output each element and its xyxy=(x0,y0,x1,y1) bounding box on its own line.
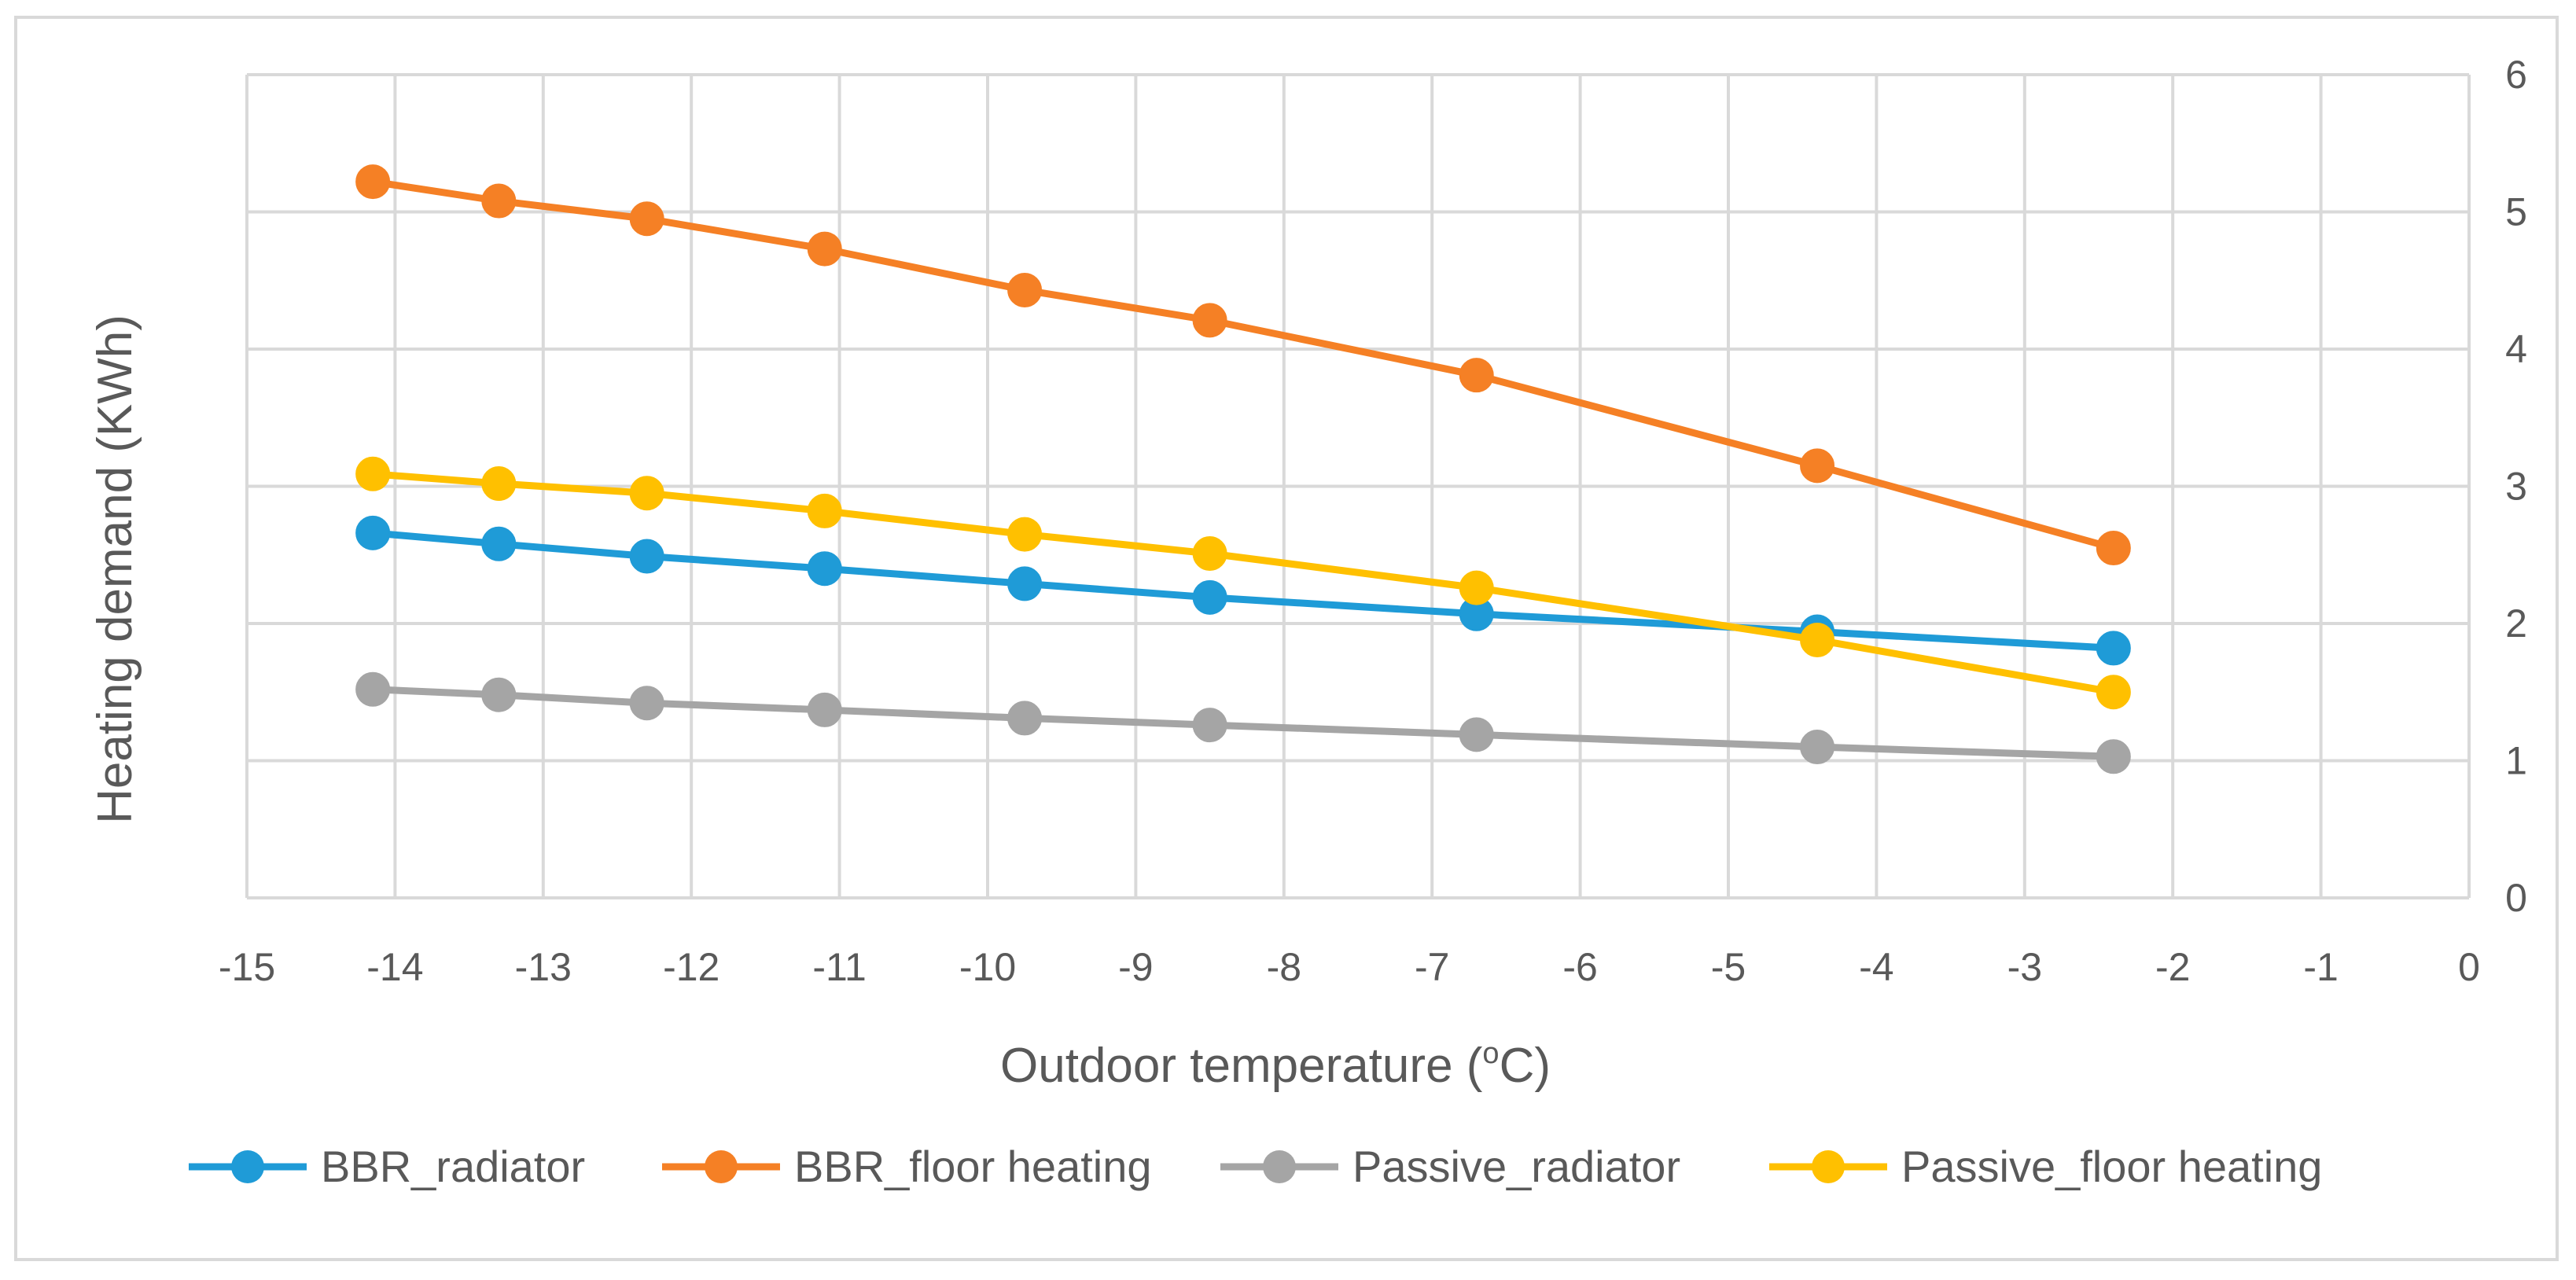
x-tick-label: -10 xyxy=(959,945,1016,989)
data-point xyxy=(1192,536,1227,572)
data-point xyxy=(629,686,664,721)
x-tick-label: -5 xyxy=(1711,945,1746,989)
data-point xyxy=(629,201,664,237)
y-tick-label: 5 xyxy=(2505,190,2527,234)
legend-entry: Passive_radiator xyxy=(1220,1142,1680,1191)
x-axis-title: Outdoor temperature (oC) xyxy=(1000,1037,1551,1093)
y-axis-title: Heating demand (KWh) xyxy=(88,314,142,824)
data-point xyxy=(481,183,517,219)
series-bbr-radiator xyxy=(355,515,2131,666)
data-point xyxy=(1192,303,1227,338)
data-point xyxy=(2096,531,2131,566)
series-passive-floor-heating xyxy=(355,456,2131,710)
data-point xyxy=(1800,622,1835,657)
series-passive-radiator xyxy=(355,671,2131,774)
data-point xyxy=(1007,701,1043,736)
y-tick-label: 4 xyxy=(2505,327,2527,371)
y-tick-label: 2 xyxy=(2505,601,2527,646)
data-point xyxy=(355,515,391,550)
legend-label: BBR_floor heating xyxy=(794,1142,1152,1191)
data-point xyxy=(355,164,391,200)
legend-entry: Passive_floor heating xyxy=(1769,1142,2322,1191)
legend: BBR_radiator BBR_floor heating Passive_rad… xyxy=(189,1142,2322,1191)
x-axis-title-superscript: o xyxy=(1482,1037,1499,1070)
data-point xyxy=(1192,708,1227,743)
y-tick-label: 1 xyxy=(2505,739,2527,783)
x-tick-label: -3 xyxy=(2007,945,2042,989)
data-point xyxy=(1459,570,1494,605)
x-tick-label: -6 xyxy=(1562,945,1597,989)
x-tick-label: -14 xyxy=(366,945,423,989)
y-tick-label: 3 xyxy=(2505,465,2527,509)
data-point xyxy=(481,526,517,561)
data-point xyxy=(629,539,664,574)
data-point xyxy=(807,493,842,528)
legend-label: BBR_radiator xyxy=(321,1142,585,1191)
legend-label: Passive_floor heating xyxy=(1901,1142,2322,1191)
x-tick-label: -9 xyxy=(1118,945,1153,989)
x-axis-title-main: Outdoor temperature ( xyxy=(1000,1039,1483,1093)
x-axis-tick-labels: -15 -14 -13 -12 -11 -10 -9 -8 -7 -6 -5 -4 -3 -2 -1 0 xyxy=(219,945,2480,989)
data-point xyxy=(807,692,842,727)
legend-entry: BBR_floor heating xyxy=(662,1142,1152,1191)
data-point xyxy=(629,476,664,511)
x-tick-label: -4 xyxy=(1859,945,1893,989)
data-point xyxy=(355,456,391,491)
data-point xyxy=(1459,717,1494,752)
series-bbr-floor-heating xyxy=(355,164,2131,566)
x-tick-label: -1 xyxy=(2303,945,2338,989)
x-tick-label: -13 xyxy=(515,945,572,989)
data-point xyxy=(481,677,517,712)
data-point xyxy=(2096,739,2131,774)
data-point xyxy=(807,551,842,587)
data-point xyxy=(355,671,391,707)
x-tick-label: 0 xyxy=(2458,945,2480,989)
data-point xyxy=(1459,358,1494,393)
series-layer xyxy=(355,164,2131,774)
y-tick-label: 6 xyxy=(2505,53,2527,97)
data-point xyxy=(1800,448,1835,484)
data-point xyxy=(481,466,517,502)
legend-swatch-marker xyxy=(1263,1150,1296,1183)
y-axis-tick-labels: 0 1 2 3 4 5 6 xyxy=(2505,53,2527,920)
data-point xyxy=(1800,730,1835,765)
legend-swatch-marker xyxy=(705,1150,738,1183)
data-point xyxy=(1007,566,1043,601)
y-tick-label: 0 xyxy=(2505,876,2527,920)
data-point xyxy=(1007,272,1043,307)
x-tick-label: -11 xyxy=(812,945,867,989)
series-line xyxy=(369,470,2118,696)
legend-entry: BBR_radiator xyxy=(189,1142,585,1191)
legend-label: Passive_radiator xyxy=(1352,1142,1680,1191)
x-tick-label: -2 xyxy=(2155,945,2190,989)
x-tick-label: -12 xyxy=(663,945,719,989)
legend-swatch-marker xyxy=(1812,1150,1845,1183)
x-tick-label: -7 xyxy=(1415,945,1449,989)
data-point xyxy=(2096,675,2131,710)
x-tick-label: -15 xyxy=(219,945,275,989)
data-point xyxy=(2096,631,2131,666)
data-point xyxy=(807,231,842,267)
data-point xyxy=(1007,517,1043,552)
x-tick-label: -8 xyxy=(1267,945,1301,989)
legend-swatch-marker xyxy=(231,1150,264,1183)
x-axis-title-unit: C) xyxy=(1500,1039,1551,1093)
data-point xyxy=(1192,579,1227,615)
